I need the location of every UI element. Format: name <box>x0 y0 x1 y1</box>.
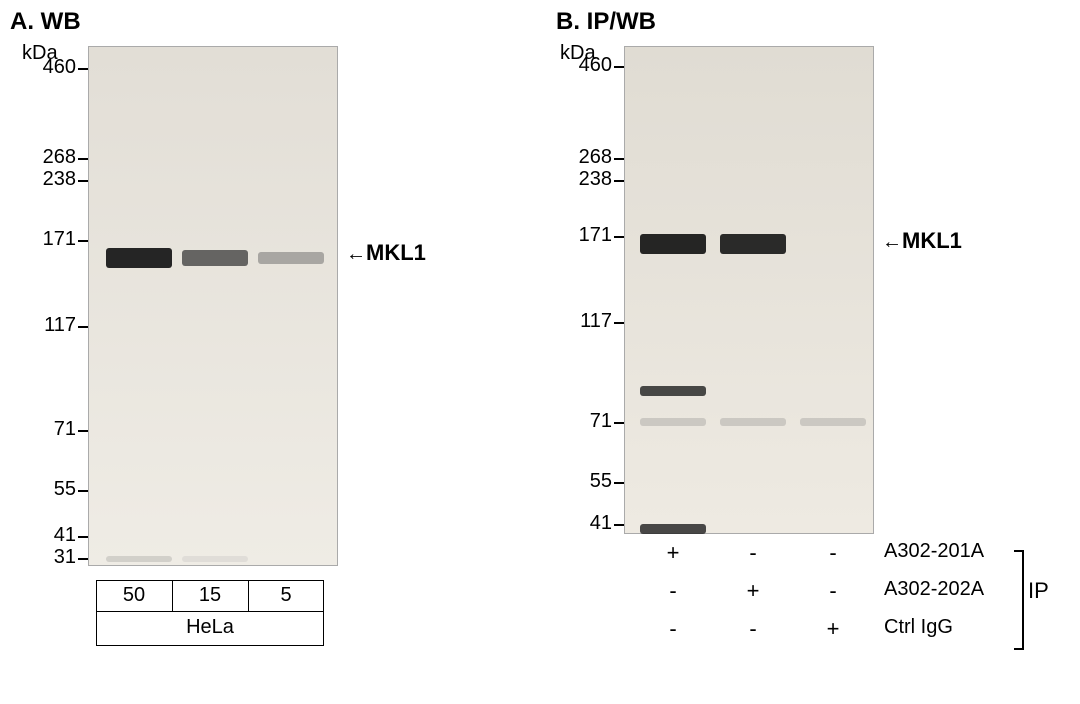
panel-b-target-label: MKL1 <box>902 228 962 253</box>
mw-label: 238 <box>564 168 612 191</box>
mw-label: 55 <box>564 470 612 493</box>
lane-label: 50 <box>96 584 172 607</box>
mw-label: 268 <box>28 146 76 169</box>
mw-label: 71 <box>28 418 76 441</box>
panel-a-target-arrow: ←MKL1 <box>346 240 426 266</box>
mw-tick <box>78 240 88 242</box>
ip-mark: - <box>800 540 866 566</box>
mw-label: 171 <box>564 224 612 247</box>
mw-tick <box>614 66 624 68</box>
panel-a-blot <box>88 46 338 566</box>
mw-label: 171 <box>28 228 76 251</box>
mw-label: 31 <box>28 546 76 569</box>
blot-band <box>258 252 324 264</box>
mw-tick <box>78 68 88 70</box>
ip-mark: - <box>720 540 786 566</box>
panel-a-title: A. WB <box>10 8 81 36</box>
mw-tick <box>614 236 624 238</box>
blot-band <box>182 250 248 266</box>
mw-label: 268 <box>564 146 612 169</box>
panel-a-target-label: MKL1 <box>366 240 426 265</box>
mw-tick <box>614 482 624 484</box>
mw-label: 41 <box>564 512 612 535</box>
mw-label: 41 <box>28 524 76 547</box>
ip-mark: + <box>720 578 786 604</box>
lane-separator <box>248 580 249 612</box>
panel-b-ip-brace <box>1014 550 1024 650</box>
mw-tick <box>614 158 624 160</box>
mw-label: 117 <box>28 314 76 337</box>
ip-mark: - <box>640 578 706 604</box>
mw-label: 460 <box>564 54 612 77</box>
panel-a-hela-label: HeLa <box>186 616 234 638</box>
blot-band <box>640 234 706 254</box>
mw-label: 238 <box>28 168 76 191</box>
mw-tick <box>78 180 88 182</box>
panel-a-hela-box: HeLa <box>96 612 324 646</box>
ip-antibody-label: Ctrl IgG <box>884 616 953 639</box>
panel-b-ip-text: IP <box>1028 578 1049 604</box>
blot-band <box>106 556 172 562</box>
mw-tick <box>78 490 88 492</box>
mw-label: 117 <box>564 310 612 333</box>
blot-band <box>106 248 172 268</box>
ip-mark: - <box>640 616 706 642</box>
mw-tick <box>614 322 624 324</box>
mw-tick <box>614 524 624 526</box>
blot-band <box>640 418 706 426</box>
blot-band <box>720 234 786 254</box>
mw-tick <box>78 430 88 432</box>
mw-tick <box>78 326 88 328</box>
lane-label: 15 <box>172 584 248 607</box>
ip-mark: - <box>800 578 866 604</box>
ip-mark: + <box>640 540 706 566</box>
mw-label: 460 <box>28 56 76 79</box>
ip-mark: + <box>800 616 866 642</box>
mw-tick <box>614 422 624 424</box>
blot-band <box>800 418 866 426</box>
blot-band <box>720 418 786 426</box>
mw-tick <box>614 180 624 182</box>
mw-label: 55 <box>28 478 76 501</box>
blot-band <box>640 386 706 396</box>
panel-b-blot <box>624 46 874 534</box>
ip-antibody-label: A302-202A <box>884 578 984 601</box>
mw-tick <box>78 558 88 560</box>
mw-tick <box>78 536 88 538</box>
blot-band <box>182 556 248 562</box>
mw-label: 71 <box>564 410 612 433</box>
lane-separator <box>172 580 173 612</box>
blot-band <box>640 524 706 534</box>
mw-tick <box>78 158 88 160</box>
lane-label: 5 <box>248 584 324 607</box>
panel-b-target-arrow: ←MKL1 <box>882 228 962 254</box>
ip-mark: - <box>720 616 786 642</box>
panel-b-title: B. IP/WB <box>556 8 656 36</box>
ip-antibody-label: A302-201A <box>884 540 984 563</box>
